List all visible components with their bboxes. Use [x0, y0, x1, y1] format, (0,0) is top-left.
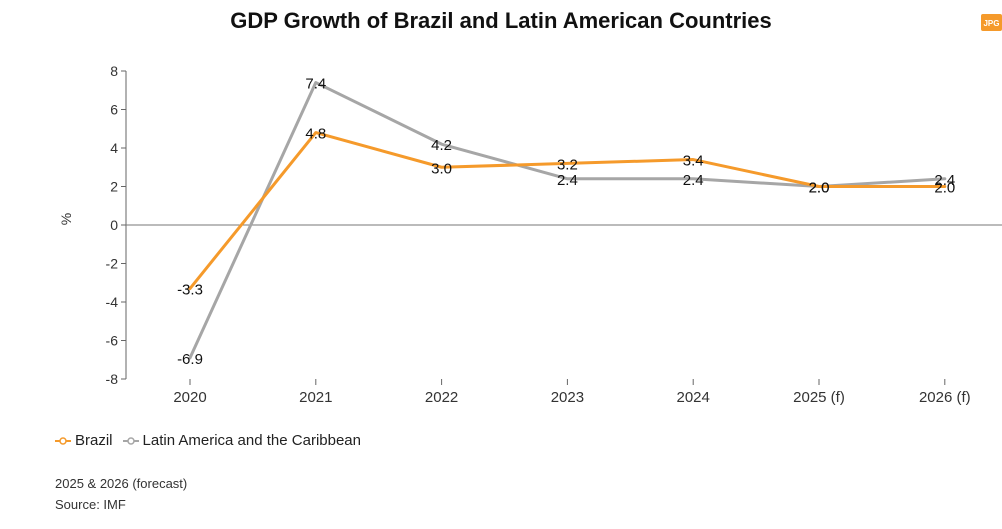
y-tick-label: -6: [106, 333, 119, 349]
jpg-logo: JPG: [981, 14, 1002, 31]
legend-label-brazil: Brazil: [75, 432, 113, 449]
x-tick-label: 2024: [677, 389, 710, 406]
data-label-latam: 2.4: [934, 172, 955, 189]
data-label-latam: 2.0: [809, 180, 830, 197]
data-label-latam: 2.4: [557, 172, 578, 189]
y-tick-label: -8: [106, 371, 119, 387]
data-label-latam: -6.9: [177, 351, 203, 368]
legend-symbol-brazil: [55, 436, 71, 445]
series-line-brazil: [188, 131, 947, 291]
x-tick-label: 2020: [173, 389, 206, 406]
data-label-brazil: 2.0: [934, 180, 955, 197]
y-tick-label: 4: [110, 140, 118, 156]
logo-background: [981, 14, 1002, 31]
series-line-latam: [188, 81, 947, 360]
legend-item-brazil[interactable]: Brazil: [55, 432, 113, 449]
data-label-latam: 2.4: [683, 172, 704, 189]
x-tick-label: 2022: [425, 389, 458, 406]
data-label-brazil: 3.4: [683, 153, 704, 170]
logo-text: JPG: [983, 19, 999, 28]
legend-label-latam: Latin America and the Caribbean: [142, 432, 361, 449]
line-chart: 8 6 4 2 0 -2 -4 -6 -8% 2020 2021 2022 2023 2024 2025 (…: [58, 63, 1002, 406]
legend-symbol-latam: [122, 436, 139, 445]
source-note: Source: IMF: [55, 497, 126, 512]
y-tick-label: 8: [110, 63, 118, 79]
y-axis-label: %: [58, 213, 74, 225]
x-tick-label: 2026 (f): [919, 389, 971, 406]
x-tick-label: 2021: [299, 389, 332, 406]
data-label-latam: 7.4: [305, 76, 326, 93]
data-label-brazil: 3.2: [557, 156, 578, 173]
y-tick-label: 6: [110, 102, 118, 118]
y-tick-label: 2: [110, 179, 118, 195]
y-tick-label: -2: [106, 256, 119, 272]
x-tick-label: 2025 (f): [793, 389, 845, 406]
legend: Brazil Latin America and the Caribbean: [55, 432, 371, 449]
y-tick-label: -4: [106, 294, 119, 310]
data-label-brazil: -3.3: [177, 282, 203, 299]
x-tick-label: 2023: [551, 389, 584, 406]
legend-item-latam[interactable]: Latin America and the Caribbean: [122, 432, 361, 449]
y-tick-label: 0: [110, 217, 118, 233]
data-label-brazil: 4.8: [305, 126, 326, 143]
data-label-brazil: 3.0: [431, 160, 452, 177]
data-label-brazil: 2.0: [809, 180, 830, 197]
data-label-latam: 4.2: [431, 137, 452, 154]
forecast-note: 2025 & 2026 (forecast): [55, 476, 188, 491]
chart-title: GDP Growth of Brazil and Latin American …: [230, 8, 772, 33]
